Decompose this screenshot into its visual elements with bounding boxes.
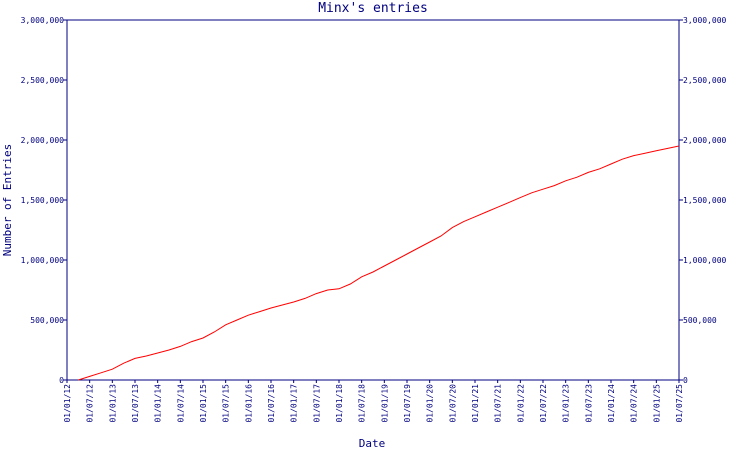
x-tick-label: 01/07/20: [448, 384, 457, 423]
x-tick-label: 01/07/12: [86, 384, 95, 423]
x-tick-label: 01/07/14: [176, 384, 185, 423]
y-tick-label-right: 1,500,000: [683, 196, 727, 205]
x-tick-label: 01/07/18: [358, 384, 367, 423]
y-tick-label-left: 3,000,000: [21, 16, 65, 25]
x-tick-label: 01/01/13: [108, 384, 117, 423]
x-tick-label: 01/01/21: [471, 384, 480, 423]
y-tick-label-left: 1,500,000: [21, 196, 65, 205]
y-axis-label: Number of Entries: [1, 144, 14, 257]
y-tick-label-left: 2,000,000: [21, 136, 65, 145]
y-tick-label-left: 2,500,000: [21, 76, 65, 85]
series-line: [78, 145, 680, 381]
x-tick-label: 01/01/17: [290, 384, 299, 423]
x-tick-label: 01/01/20: [426, 384, 435, 423]
x-tick-label: 01/07/23: [584, 384, 593, 423]
x-tick-label: 01/07/17: [312, 384, 321, 423]
y-tick-label-right: 2,500,000: [683, 76, 727, 85]
x-tick-label: 01/01/22: [516, 384, 525, 423]
x-tick-label: 01/07/22: [539, 384, 548, 423]
x-tick-label: 01/01/25: [652, 384, 661, 423]
x-tick-label: 01/07/13: [131, 384, 140, 423]
y-tick-label-right: 0: [683, 376, 688, 385]
chart-title: Minx's entries: [318, 1, 428, 16]
y-tick-label-right: 1,000,000: [683, 256, 727, 265]
y-tick-label-left: 500,000: [30, 316, 64, 325]
x-axis: 01/01/12 01/07/12 01/01/13 01/07/13 01/01/14…: [63, 380, 684, 423]
y-tick-label-right: 3,000,000: [683, 16, 727, 25]
y-tick-label-left: 1,000,000: [21, 256, 65, 265]
x-tick-label: 01/01/15: [199, 384, 208, 423]
x-tick-label: 01/07/15: [222, 384, 231, 423]
x-tick-label: 01/01/23: [562, 384, 571, 423]
x-tick-label: 01/01/18: [335, 384, 344, 423]
y-axis-left: 0 500,000 1,000,000 1,500,000 2,000,000 2,500…: [21, 16, 67, 385]
y-tick-label-left: 0: [59, 376, 64, 385]
x-axis-label: Date: [359, 437, 386, 450]
x-tick-label: 01/01/24: [607, 384, 616, 423]
x-tick-label: 01/07/25: [675, 384, 684, 423]
x-tick-label: 01/07/19: [403, 384, 412, 423]
x-tick-label: 01/01/12: [63, 384, 72, 423]
series-group: [78, 145, 680, 381]
x-tick-label: 01/07/24: [630, 384, 639, 423]
plot-frame: [66, 19, 680, 381]
x-tick-label: 01/01/19: [380, 384, 389, 423]
x-tick-label: 01/01/14: [154, 384, 163, 423]
x-tick-label: 01/07/16: [267, 384, 276, 423]
x-tick-label: 01/01/16: [244, 384, 253, 423]
y-tick-label-right: 2,000,000: [683, 136, 727, 145]
y-axis-right: 0 500,000 1,000,000 1,500,000 2,000,000 2,500…: [679, 16, 727, 385]
x-tick-label: 01/07/21: [494, 384, 503, 423]
y-tick-label-right: 500,000: [683, 316, 717, 325]
